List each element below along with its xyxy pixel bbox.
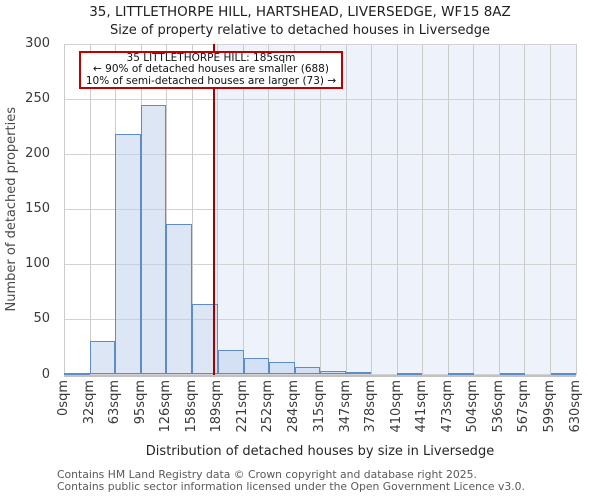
- gridline: [63, 44, 65, 375]
- x-tick-label: 63sqm: [106, 379, 122, 424]
- gridline: [243, 44, 245, 375]
- histogram-bar: [320, 371, 346, 375]
- gridline: [499, 44, 501, 375]
- callout-line-1: 35 LITTLETHORPE HILL: 185sqm: [126, 51, 296, 64]
- histogram-bar: [294, 366, 320, 375]
- gridline: [447, 44, 449, 375]
- histogram-bar: [346, 372, 372, 375]
- histogram-bar: [141, 104, 167, 375]
- histogram-bar: [115, 134, 142, 375]
- gridline: [294, 44, 296, 375]
- x-tick-label: 95sqm: [132, 379, 148, 424]
- x-tick-label: 599sqm: [542, 379, 558, 433]
- x-tick-label: 252sqm: [260, 379, 276, 433]
- property-size-marker-line: [213, 44, 216, 375]
- x-tick-label: 410sqm: [388, 379, 404, 433]
- x-tick-label: 630sqm: [567, 379, 583, 433]
- chart-subtitle: Size of property relative to detached ho…: [110, 23, 490, 38]
- gridline: [550, 44, 552, 375]
- gridline: [319, 44, 321, 375]
- gridline: [575, 44, 577, 375]
- gridline: [524, 44, 526, 375]
- x-tick-label: 126sqm: [157, 379, 173, 433]
- x-tick-label: 504sqm: [465, 379, 481, 433]
- histogram-bar: [217, 350, 244, 375]
- attribution-line-2: Contains public sector information licen…: [57, 479, 525, 493]
- gridline: [345, 44, 347, 375]
- x-tick-label: 32sqm: [81, 379, 97, 424]
- histogram-bar: [243, 357, 269, 375]
- x-tick-label: 347sqm: [337, 379, 353, 433]
- x-tick-label: 441sqm: [413, 379, 429, 433]
- y-tick-label: 50: [33, 311, 50, 327]
- x-tick-label: 158sqm: [183, 379, 199, 433]
- x-axis-label: Distribution of detached houses by size …: [145, 444, 495, 459]
- gridline: [165, 44, 167, 375]
- y-tick-label: 0: [41, 366, 50, 382]
- x-tick-label: 0sqm: [55, 379, 71, 416]
- property-callout-box: 35 LITTLETHORPE HILL: 185sqm ← 90% of de…: [79, 51, 343, 89]
- gridline: [396, 44, 398, 375]
- x-axis-line: [64, 374, 576, 377]
- gridline: [217, 44, 219, 375]
- gridline: [473, 44, 475, 375]
- x-tick-label: 315sqm: [311, 379, 327, 433]
- y-tick-label: 100: [25, 256, 50, 272]
- callout-line-2: ← 90% of detached houses are smaller (68…: [93, 63, 329, 76]
- y-tick-label: 300: [25, 36, 50, 51]
- y-tick-label: 150: [25, 201, 50, 217]
- y-axis-label: Number of detached properties: [3, 107, 19, 312]
- histogram-bar: [166, 223, 193, 375]
- attribution-footer: Contains HM Land Registry data © Crown c…: [57, 469, 597, 492]
- x-tick-label: 189sqm: [209, 379, 225, 433]
- gridline: [421, 44, 423, 375]
- x-tick-label: 473sqm: [439, 379, 455, 433]
- x-tick-label: 536sqm: [491, 379, 507, 433]
- callout-line-3: 10% of semi-detached houses are larger (…: [85, 74, 337, 87]
- gridline: [268, 44, 270, 375]
- x-tick-label: 221sqm: [235, 379, 251, 433]
- y-tick-label: 250: [25, 91, 50, 107]
- x-tick-label: 378sqm: [362, 379, 378, 433]
- y-tick-label: 200: [25, 146, 50, 162]
- chart-title: 35, LITTLETHORPE HILL, HARTSHEAD, LIVERS…: [89, 4, 511, 20]
- attribution-line-1: Contains HM Land Registry data © Crown c…: [57, 468, 477, 481]
- y-axis-label-wrap: Number of detached properties: [2, 44, 20, 375]
- gridline: [191, 44, 193, 375]
- histogram-bar: [90, 341, 116, 375]
- histogram-bar: [268, 362, 295, 375]
- gridline: [370, 44, 372, 375]
- gridline: [89, 44, 91, 375]
- x-tick-label: 567sqm: [516, 379, 532, 433]
- x-tick-label: 284sqm: [286, 379, 302, 433]
